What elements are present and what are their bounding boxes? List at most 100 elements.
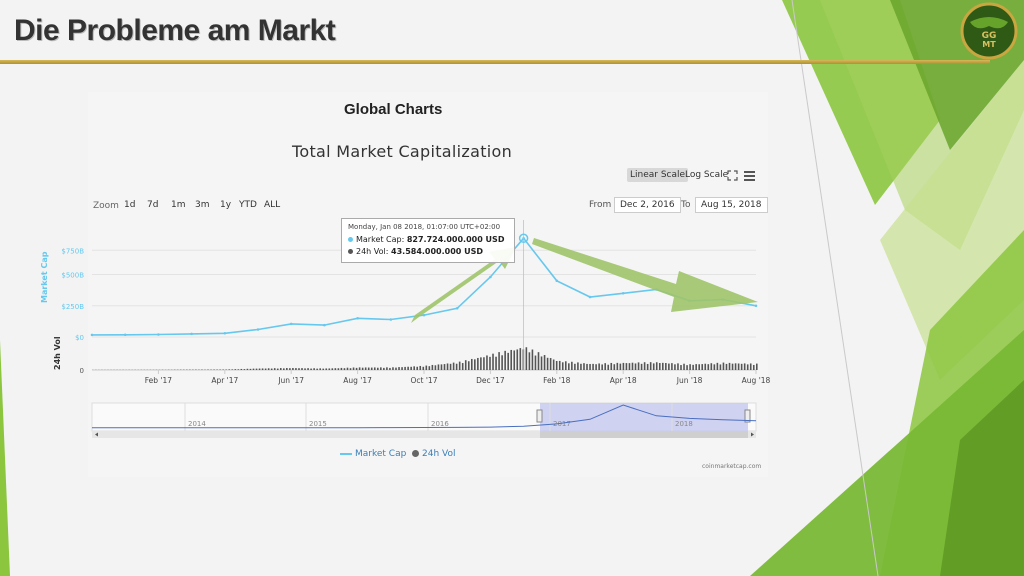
x-tick-label: Feb '17 (145, 376, 172, 385)
tooltip-date: Monday, Jan 08 2018, 01:07:00 UTC+02:00 (348, 223, 501, 231)
volume-bar (734, 363, 737, 370)
volume-bar (519, 348, 522, 370)
volume-bar (352, 367, 355, 370)
expand-icon[interactable] (727, 170, 738, 181)
zoom-all-button[interactable]: ALL (264, 200, 281, 210)
volume-bar (655, 362, 658, 370)
volume-bar (574, 363, 576, 370)
volume-bar (276, 368, 279, 370)
slide-title: Die Probleme am Markt (14, 14, 336, 47)
to-date-input[interactable]: Aug 15, 2018 (695, 197, 768, 213)
volume-bar (737, 363, 740, 370)
volume-bar (674, 364, 676, 370)
zoom-1d-button[interactable]: 1d (124, 200, 136, 210)
volume-bar (601, 364, 603, 370)
volume-bar (537, 352, 540, 370)
volume-bar (598, 363, 600, 370)
volume-bar (246, 368, 249, 370)
volume-bar (580, 363, 582, 370)
volume-bar (495, 356, 497, 370)
volume-bar (604, 363, 607, 370)
x-tick-label: Apr '17 (211, 376, 238, 385)
volume-bar (328, 368, 331, 370)
volume-bar (583, 363, 585, 370)
market-cap-point (489, 275, 492, 279)
from-label: From (589, 200, 612, 210)
navigator-year-label: 2016 (431, 420, 449, 428)
volume-bar (237, 369, 240, 370)
volume-bar (649, 362, 652, 370)
x-tick-label: Aug '18 (742, 376, 771, 385)
zoom-3m-button[interactable]: 3m (195, 200, 210, 210)
volume-bar (668, 363, 670, 370)
volume-bar (458, 361, 461, 370)
log-scale-button[interactable]: Log Scale (685, 170, 729, 180)
legend-volume[interactable]: 24h Vol (412, 449, 455, 459)
volume-bar (546, 357, 549, 370)
volume-bar (561, 362, 564, 370)
volume-bar (386, 367, 388, 370)
volume-bar (646, 363, 649, 370)
volume-bar (662, 362, 664, 370)
menu-icon[interactable] (744, 171, 755, 183)
volume-bar (249, 368, 252, 370)
volume-bar (549, 358, 552, 370)
x-tick-label: Oct '17 (411, 376, 438, 385)
logo-text-top: GG (982, 31, 997, 41)
zoom-7d-button[interactable]: 7d (147, 200, 159, 210)
volume-bar (516, 349, 519, 370)
tooltip-volume-label: 24h Vol: (356, 247, 389, 256)
market-cap-point (588, 295, 592, 299)
y-tick-label: $0 (75, 334, 84, 342)
volume-bar (477, 357, 479, 370)
zoom-1m-button[interactable]: 1m (171, 200, 186, 210)
navigator-scroll-thumb (540, 431, 748, 438)
y-tick-label: $250B (61, 303, 84, 311)
volume-bar (643, 362, 646, 370)
market-cap-point (223, 331, 227, 335)
market-cap-point (190, 332, 193, 336)
volume-bar (304, 368, 306, 370)
volume-bar (267, 368, 270, 370)
from-date-input[interactable]: Dec 2, 2016 (614, 197, 681, 213)
volume-bar (398, 367, 400, 370)
volume-bar (510, 349, 513, 370)
volume-bar (319, 368, 321, 370)
volume-bar (513, 350, 516, 370)
volume-bar (355, 367, 358, 370)
x-tick-label: Jun '17 (277, 376, 304, 385)
volume-bar (671, 363, 673, 370)
volume-bar (613, 364, 616, 370)
navigator-year-label: 2017 (553, 420, 571, 428)
market-cap-point (455, 306, 459, 310)
volume-bar (422, 366, 425, 370)
volume-bar (577, 362, 579, 370)
volume-bar (640, 363, 643, 370)
volume-bar (695, 364, 697, 370)
volume-bar (713, 364, 716, 370)
zoom-1y-button[interactable]: 1y (220, 200, 232, 210)
volume-bar (243, 369, 246, 370)
volume-bar (416, 366, 419, 370)
volume-bar (234, 369, 237, 370)
volume-bar (619, 363, 622, 370)
volume-bar (489, 356, 491, 370)
volume-bar (756, 363, 758, 370)
volume-bar (449, 363, 452, 370)
volume-bar (389, 367, 391, 370)
volume-bar (252, 368, 255, 370)
zoom-ytd-button[interactable]: YTD (239, 200, 257, 210)
linear-scale-button[interactable]: Linear Scale (627, 168, 689, 182)
global-charts-heading: Global Charts (344, 101, 443, 118)
volume-axis-label: 24h Vol (53, 336, 62, 370)
volume-bar (307, 368, 309, 370)
market-cap-point (90, 333, 94, 337)
volume-bar (531, 349, 534, 370)
volume-bar (555, 360, 558, 370)
legend-market-cap[interactable]: Market Cap (340, 449, 406, 459)
volume-bar (540, 356, 543, 370)
market-cap-point (157, 333, 160, 336)
volume-bar (279, 368, 282, 370)
volume-bar (273, 368, 276, 370)
volume-bar (228, 369, 231, 370)
